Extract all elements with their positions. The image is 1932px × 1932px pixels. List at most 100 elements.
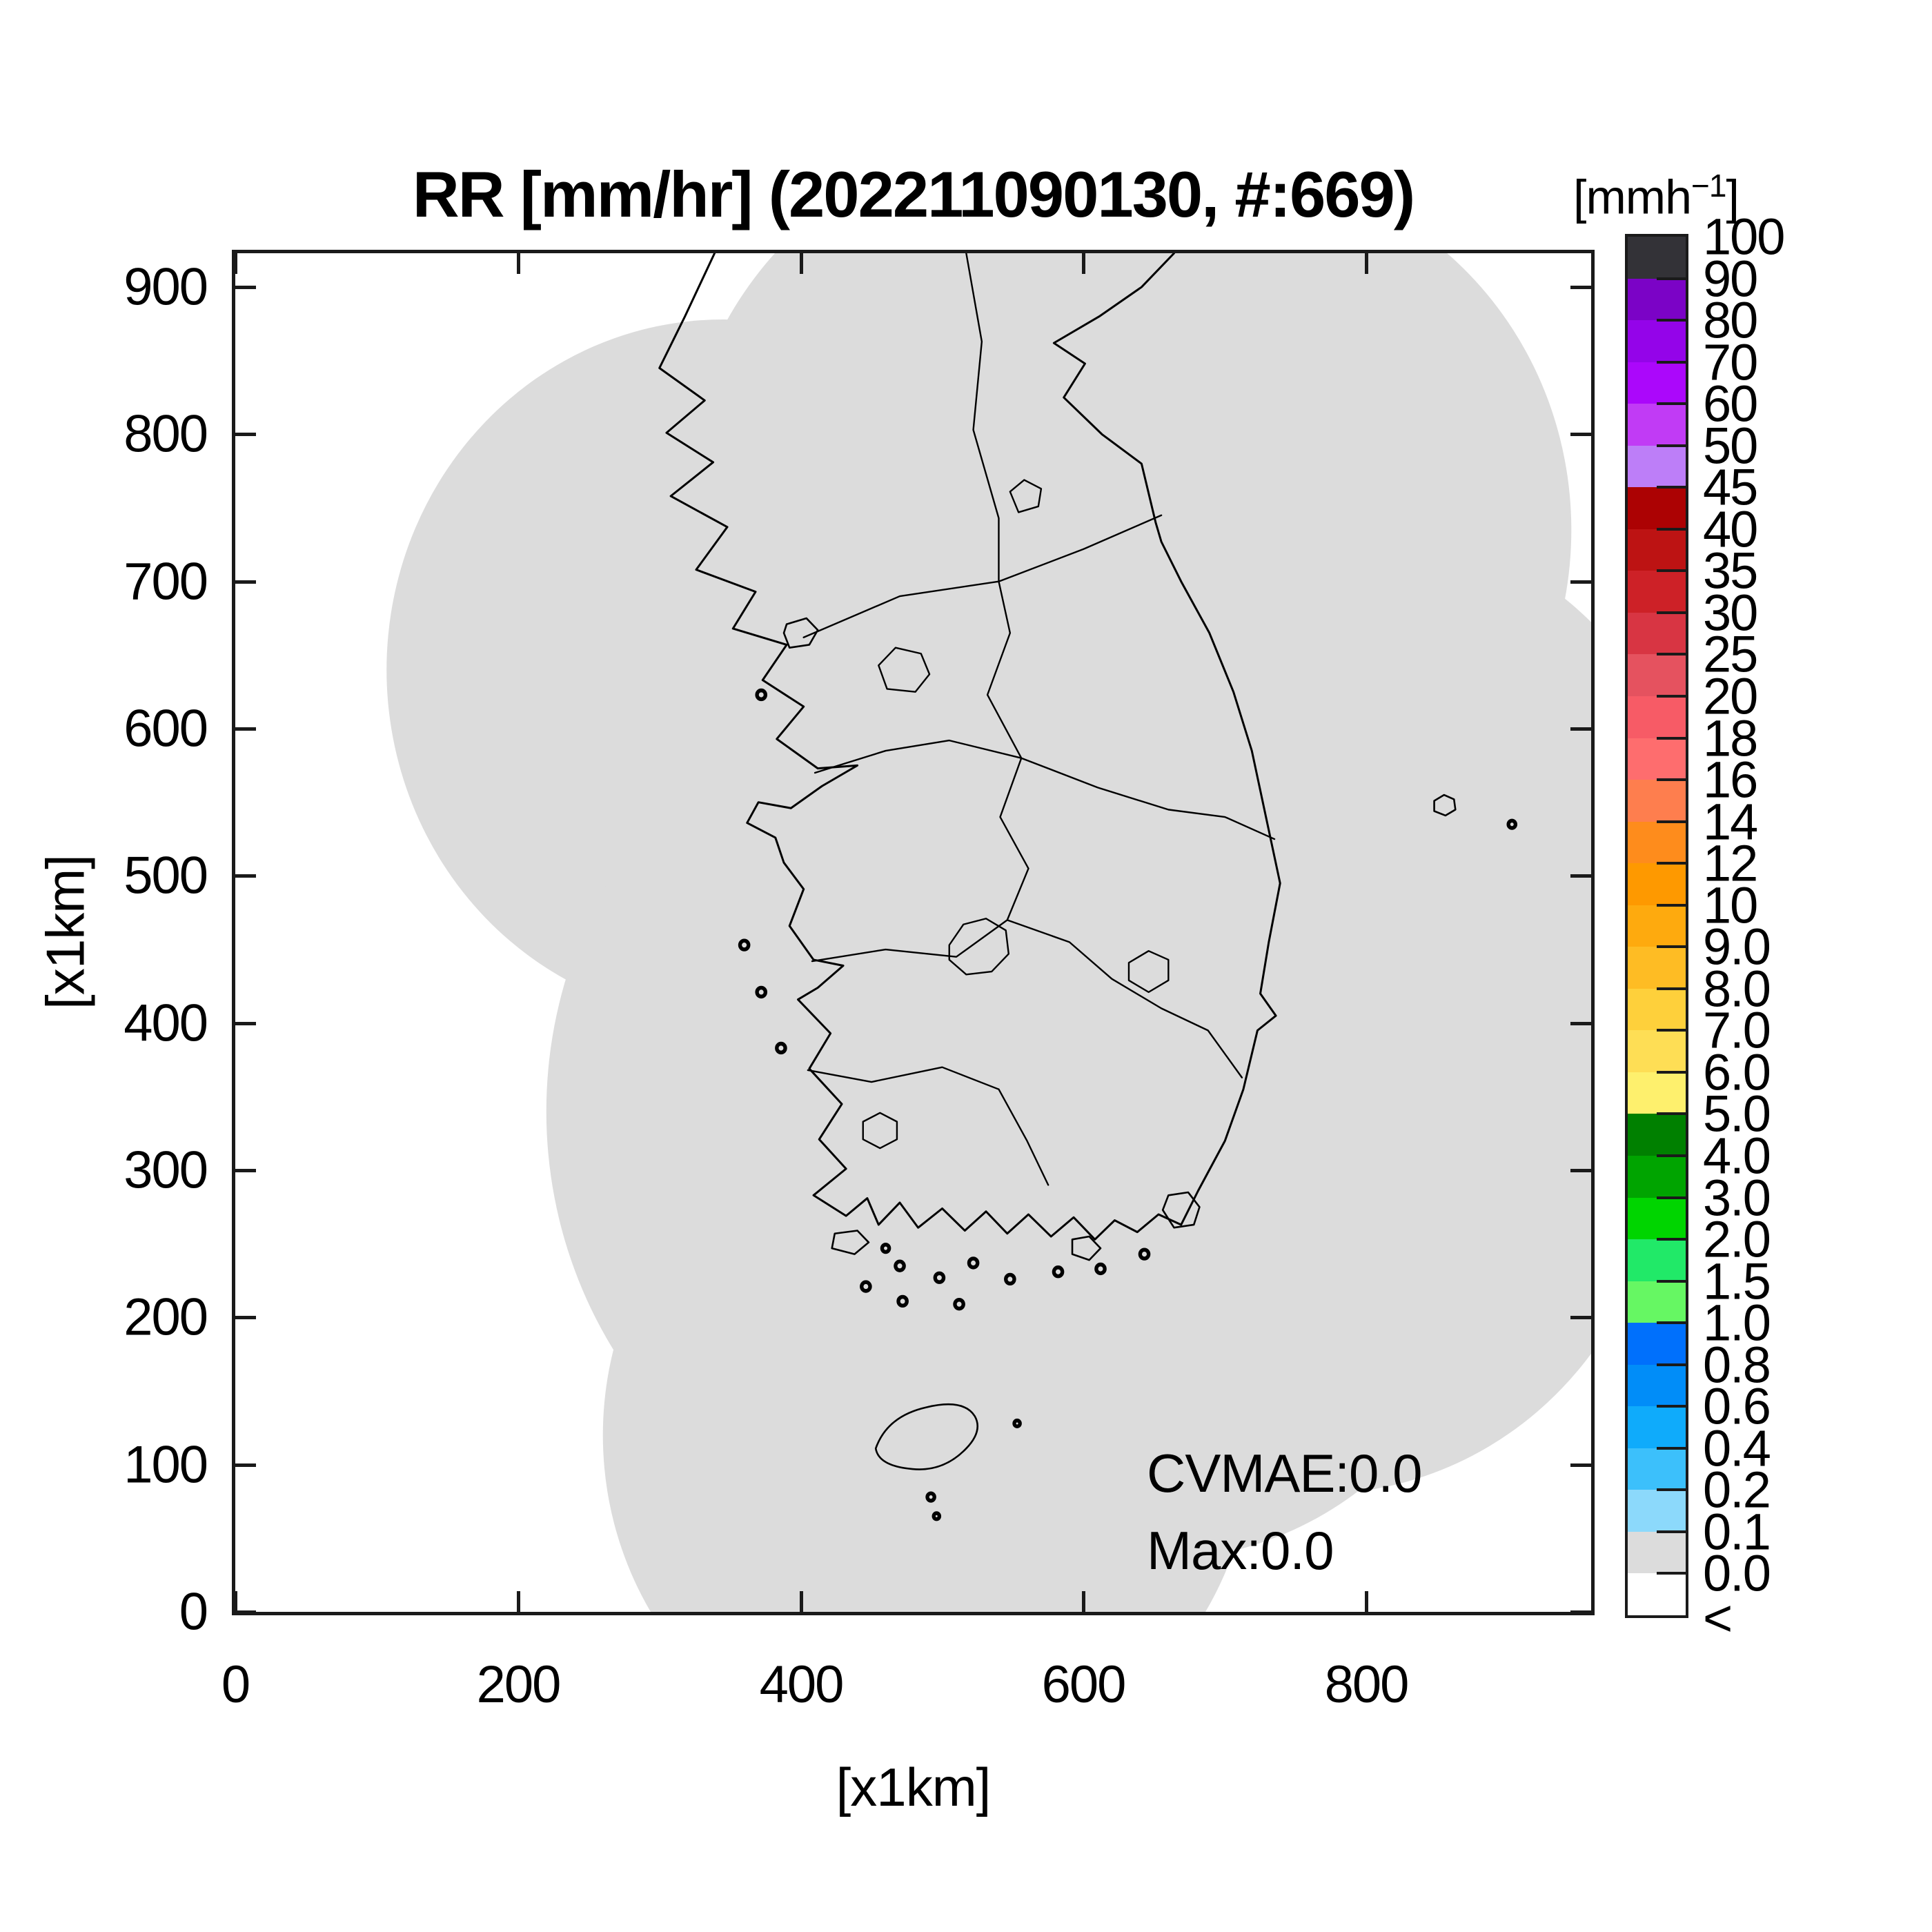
colorbar-tick-label: 3.0 [1703,1169,1771,1227]
colorbar-tick-label: 90 [1703,250,1758,308]
colorbar-segment [1628,1281,1686,1323]
province-borders [804,253,1274,1185]
colorbar-tick-label: 0.6 [1703,1377,1771,1435]
colorbar-tick-mark [1657,1530,1686,1533]
colorbar-tick-mark [1657,653,1686,656]
colorbar-segment [1628,988,1686,1031]
colorbar-tick-label: 0.1 [1703,1503,1771,1561]
colorbar-segment [1628,905,1686,947]
colorbar-segment [1628,821,1686,864]
x-tick-label: 200 [476,1655,562,1714]
colorbar-tick-mark [1657,1154,1686,1157]
colorbar-tick-label: 12 [1703,834,1758,892]
colorbar-tick-label: 80 [1703,291,1758,349]
colorbar-tick-mark [1657,903,1686,907]
x-tick-mark [516,1591,520,1612]
colorbar-tick-label: 4.0 [1703,1127,1771,1185]
x-tick-label: 400 [759,1655,845,1714]
colorbar-tick-label: 0.0 [1703,1544,1771,1602]
colorbar-tick-mark [1657,1321,1686,1325]
x-tick-mark [1081,1591,1085,1612]
colorbar [1625,234,1688,1618]
y-tick-mark-right [1570,1463,1591,1467]
korea-radar-map [386,253,1591,1612]
max-annotation: Max:0.0 [1147,1520,1334,1581]
colorbar-tick-label: 35 [1703,542,1758,600]
colorbar-tick-mark [1657,444,1686,447]
coastline-outline [660,253,1281,1239]
colorbar-segment [1628,1239,1686,1282]
colorbar-tick-mark [1657,1238,1686,1241]
colorbar-segment [1628,278,1686,321]
x-tick-mark-top [1364,253,1368,274]
y-tick-mark [235,1021,256,1025]
colorbar-segment [1628,1406,1686,1449]
cvmae-annotation: CVMAE:0.0 [1147,1443,1422,1504]
colorbar-segment [1628,738,1686,780]
islands-outline [738,618,1518,1521]
colorbar-tick-label: 16 [1703,751,1758,809]
x-tick-label: 0 [221,1655,250,1714]
colorbar-tick-label: 40 [1703,500,1758,558]
x-axis-label: [x1km] [836,1757,992,1817]
colorbar-tick-label: 30 [1703,584,1758,642]
colorbar-tick-label: 10 [1703,876,1758,934]
y-tick-label: 200 [124,1288,208,1347]
colorbar-tick-mark [1657,1572,1686,1575]
colorbar-tick-mark [1657,1196,1686,1199]
y-tick-label: 500 [124,846,208,905]
colorbar-tick-mark [1657,1070,1686,1074]
y-tick-mark-right [1570,432,1591,436]
colorbar-tick-mark [1657,736,1686,740]
colorbar-tick-mark [1657,987,1686,990]
y-tick-mark [235,285,256,289]
y-tick-mark-right [1570,874,1591,878]
radar-coverage-area [386,253,1591,1612]
colorbar-tick-label: 6.0 [1703,1043,1771,1101]
x-tick-label: 600 [1041,1655,1127,1714]
colorbar-tick-label: 50 [1703,417,1758,475]
y-tick-mark [235,1168,256,1172]
colorbar-tick-label: 70 [1703,333,1758,391]
y-tick-label: 300 [124,1141,208,1200]
x-tick-mark-top [1081,253,1085,274]
y-tick-mark [235,1610,256,1614]
y-tick-mark [235,727,256,731]
colorbar-unit-exponent: −1 [1691,168,1726,204]
colorbar-segment [1628,612,1686,655]
colorbar-segment [1628,780,1686,822]
colorbar-tick-label: 5.0 [1703,1085,1771,1143]
colorbar-tick-mark [1657,1363,1686,1366]
colorbar-tick-label: 2.0 [1703,1210,1771,1268]
colorbar-tick-label: 8.0 [1703,960,1771,1018]
colorbar-tick-mark [1657,778,1686,782]
y-tick-label: 900 [124,257,208,317]
colorbar-tick-label: 1.0 [1703,1294,1771,1352]
y-tick-mark [235,1315,256,1319]
colorbar-tick-label: 0.8 [1703,1336,1771,1394]
y-tick-mark-right [1570,1021,1591,1025]
colorbar-tick-mark [1657,360,1686,364]
colorbar-tick-mark [1657,1112,1686,1116]
colorbar-tick-mark [1657,695,1686,698]
colorbar-segment [1628,487,1686,530]
colorbar-tick-label: < [1703,1589,1733,1647]
colorbar-segment [1628,362,1686,404]
colorbar-segment [1628,529,1686,571]
colorbar-segment [1628,1156,1686,1199]
colorbar-segment [1628,1072,1686,1114]
colorbar-segment [1628,237,1686,279]
colorbar-tick-mark [1657,1029,1686,1032]
y-tick-mark [235,874,256,878]
colorbar-segment [1628,696,1686,739]
colorbar-tick-mark [1657,527,1686,531]
x-tick-mark [1364,1591,1368,1612]
colorbar-segment [1628,1364,1686,1407]
x-tick-mark-top [516,253,520,274]
colorbar-tick-label: 0.2 [1703,1461,1771,1519]
colorbar-tick-mark [1657,277,1686,280]
colorbar-segment [1628,571,1686,613]
y-tick-mark-right [1570,285,1591,289]
colorbar-segment [1628,1531,1686,1574]
